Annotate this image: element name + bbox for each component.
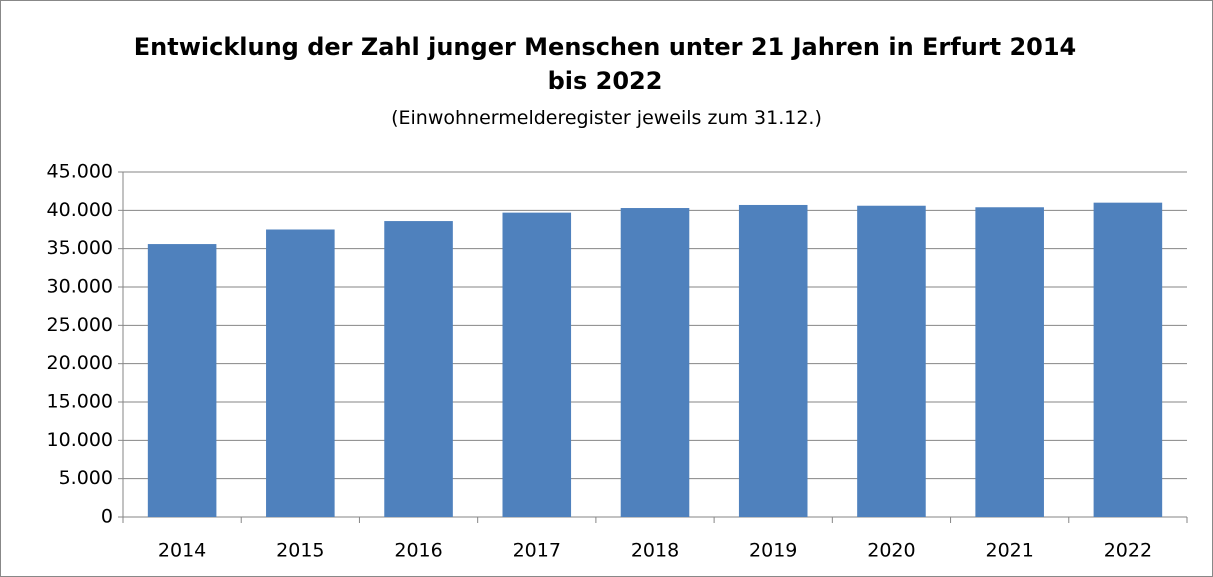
bar xyxy=(384,221,453,518)
y-tick-label: 25.000 xyxy=(47,314,113,336)
x-tick-label: 2017 xyxy=(513,540,561,562)
y-tick-label: 10.000 xyxy=(47,429,113,451)
x-tick-label: 2021 xyxy=(985,540,1033,562)
x-tick-label: 2016 xyxy=(394,540,442,562)
bar xyxy=(1093,202,1163,517)
bar xyxy=(738,204,808,517)
y-tick-label: 15.000 xyxy=(47,391,113,413)
y-tick-label: 40.000 xyxy=(47,199,113,221)
x-tick-label: 2014 xyxy=(158,540,206,562)
bar xyxy=(620,208,690,518)
chart-subtitle: (Einwohnermelderegister jeweils zum 31.1… xyxy=(391,107,822,129)
y-tick-label: 0 xyxy=(101,506,113,528)
y-tick-label: 35.000 xyxy=(47,237,113,259)
y-tick-label: 45.000 xyxy=(47,161,113,183)
x-tick-label: 2022 xyxy=(1104,540,1152,562)
x-tick-label: 2018 xyxy=(631,540,679,562)
y-tick-label: 20.000 xyxy=(47,352,113,374)
x-tick-label: 2020 xyxy=(867,540,915,562)
chart-title: Entwicklung der Zahl junger Menschen unt… xyxy=(133,33,1077,95)
x-tick-label: 2019 xyxy=(749,540,797,562)
bar xyxy=(857,205,926,517)
y-tick-label: 30.000 xyxy=(47,276,113,298)
bar xyxy=(147,244,217,518)
bar xyxy=(266,229,335,517)
bar xyxy=(975,207,1044,517)
bar xyxy=(502,212,572,517)
x-tick-label: 2015 xyxy=(276,540,324,562)
y-tick-label: 5.000 xyxy=(59,467,113,489)
